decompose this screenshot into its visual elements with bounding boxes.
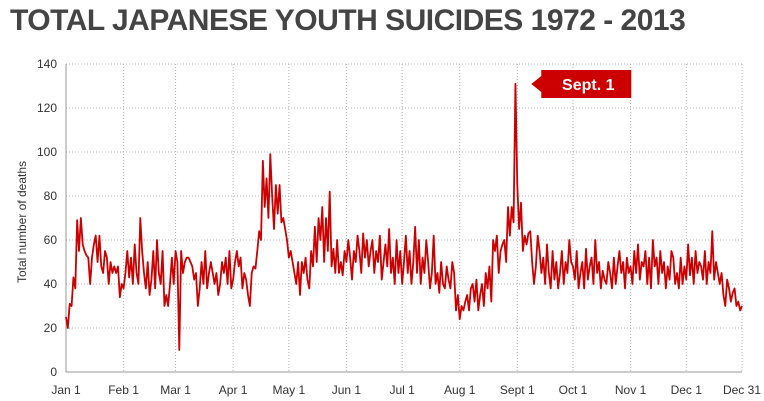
y-tick-label: 80 (44, 189, 58, 203)
x-tick-label: Aug 1 (444, 383, 476, 397)
x-tick-label: Feb 1 (108, 383, 139, 397)
chart-title: TOTAL JAPANESE YOUTH SUICIDES 1972 - 201… (10, 4, 686, 37)
series-line (65, 82, 743, 351)
x-tick-label: Mar 1 (160, 383, 191, 397)
x-tick-label: Sept 1 (500, 383, 535, 397)
y-tick-label: 60 (44, 233, 58, 247)
x-tick-label: Dec 31 (723, 383, 761, 397)
y-tick-label: 140 (37, 57, 57, 71)
x-tick-label: Jul 1 (389, 383, 415, 397)
y-tick-label: 100 (37, 145, 57, 159)
annotation: Sept. 1 (531, 70, 632, 98)
axes: 0 20 40 60 80 100 120 140 Jan 1 Feb 1 Mar 1 Apr 1 Ma… (15, 57, 761, 397)
gridlines (65, 63, 743, 372)
y-tick-label: 40 (44, 277, 58, 291)
callout-label: Sept. 1 (562, 77, 615, 94)
x-tick-label: May 1 (273, 383, 306, 397)
x-tick-label: Apr 1 (219, 383, 248, 397)
series (65, 82, 743, 351)
x-tick-label: Dec 1 (671, 383, 703, 397)
x-tick-label: Nov 1 (615, 383, 647, 397)
x-tick-label: Oct 1 (559, 383, 588, 397)
y-tick-label: 20 (44, 321, 58, 335)
x-tick-label: Jun 1 (332, 383, 362, 397)
y-tick-label: 0 (50, 365, 57, 379)
callout-box (531, 70, 632, 98)
x-tick-label: Jan 1 (51, 383, 81, 397)
y-axis-label: Total number of deaths (15, 161, 29, 283)
y-tick-label: 120 (37, 101, 57, 115)
